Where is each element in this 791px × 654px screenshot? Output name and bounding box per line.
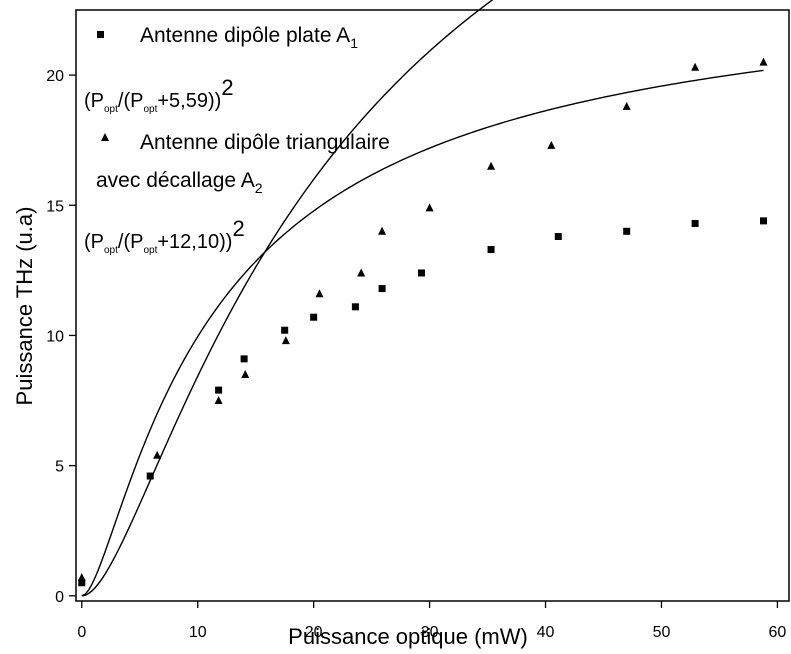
- point-square: [240, 355, 248, 363]
- x-tick-label: 10: [189, 624, 207, 641]
- y-tick-label: 15: [46, 198, 64, 215]
- y-tick-label: 20: [46, 68, 64, 85]
- point-square: [554, 233, 562, 241]
- point-square: [378, 285, 386, 293]
- point-square: [691, 219, 699, 227]
- x-tick-label: 50: [653, 624, 671, 641]
- x-tick-label: 40: [537, 624, 555, 641]
- point-square: [146, 472, 154, 480]
- fit-curve-series-1: [81, 69, 764, 597]
- y-tick-label: 10: [46, 328, 64, 345]
- point-triangle: [77, 573, 86, 582]
- plot-frame: [75, 9, 790, 602]
- y-tick-label: 5: [55, 459, 64, 476]
- x-axis-title: Puissance optique (mW): [288, 624, 528, 649]
- fit-formula-a2: (Popt/(Popt+12,10))2: [84, 216, 245, 256]
- point-triangle: [425, 203, 434, 212]
- point-triangle: [214, 396, 223, 405]
- y-axis-ticks: 0 5 10 15 20: [46, 68, 76, 606]
- point-square: [281, 326, 289, 334]
- point-triangle: [281, 336, 290, 345]
- point-triangle: [357, 268, 366, 277]
- point-square: [351, 303, 359, 311]
- point-square: [417, 269, 425, 277]
- legend-marker-square: [97, 31, 104, 38]
- point-square: [487, 246, 495, 254]
- fit-formula-a1: (Popt/(Popt+5,59))2: [84, 75, 234, 115]
- x-tick-label: 60: [769, 624, 787, 641]
- point-triangle: [759, 57, 768, 66]
- data-markers: [77, 57, 768, 587]
- y-tick-label: 0: [55, 589, 64, 606]
- point-triangle: [487, 161, 496, 170]
- fit-curves: [81, 0, 764, 597]
- point-triangle: [547, 140, 556, 149]
- point-triangle: [691, 62, 700, 71]
- point-triangle: [378, 226, 387, 235]
- fit-curve-series-2: [81, 0, 494, 597]
- point-triangle: [622, 101, 631, 110]
- legend: Antenne dipôle plate A1 (Popt/(Popt+5,59…: [84, 24, 390, 256]
- legend-marker-triangle: [101, 133, 109, 141]
- x-tick-label: 20: [305, 624, 323, 641]
- point-square: [215, 386, 223, 394]
- point-triangle: [315, 289, 324, 298]
- point-square: [310, 313, 318, 321]
- point-triangle: [153, 450, 162, 459]
- legend-label-a2-line1: Antenne dipôle triangulaire: [140, 131, 390, 154]
- point-square: [759, 217, 767, 225]
- legend-label-a2-line2: avec décallage A2: [96, 169, 263, 196]
- point-square: [623, 227, 631, 235]
- y-axis-title: Puissance THz (u.a): [12, 207, 37, 406]
- point-square: [78, 579, 86, 587]
- legend-label-a1: Antenne dipôle plate A1: [140, 24, 358, 51]
- point-triangle: [241, 369, 250, 378]
- x-tick-label: 0: [77, 624, 86, 641]
- x-axis-ticks: 0 10 20 30 40 50 60: [77, 601, 786, 641]
- x-tick-label: 30: [421, 624, 439, 641]
